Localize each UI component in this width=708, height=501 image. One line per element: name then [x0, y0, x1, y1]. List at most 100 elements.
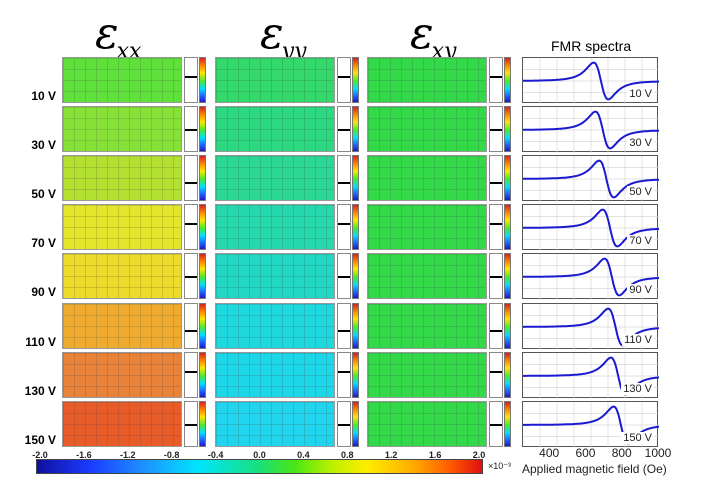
histogram-peak — [185, 76, 197, 78]
histogram-peak — [185, 129, 197, 132]
fmr-title: FMR spectra — [551, 38, 632, 54]
fmr-series-label: 110 V — [622, 333, 654, 346]
histogram-eyy — [337, 302, 351, 349]
strain-map-exy — [367, 155, 487, 202]
panel-colorbar-exy — [504, 400, 511, 447]
fmr-series-label: 150 V — [621, 431, 654, 444]
histogram-exx — [184, 57, 198, 103]
strain-map-exy — [367, 204, 487, 251]
fmr-spectrum-panel: 150 V — [522, 400, 659, 448]
strain-map-exy — [367, 253, 487, 300]
strain-map-exx — [62, 57, 182, 103]
strain-map-exx — [62, 106, 182, 153]
fmr-plot — [523, 156, 659, 203]
histogram-exy — [489, 351, 503, 398]
voltage-label: 90 V — [31, 285, 56, 300]
panel-colorbar-exx — [199, 57, 206, 103]
histogram-exy — [489, 400, 503, 447]
histogram-peak — [338, 182, 350, 185]
fmr-series-line — [523, 110, 659, 150]
strain-unit: ×10⁻³ — [488, 461, 512, 471]
fmr-plot — [523, 205, 659, 252]
histogram-peak — [185, 329, 197, 332]
colorbar-tick-label: 0.0 — [253, 450, 266, 460]
histogram-eyy — [337, 155, 351, 202]
histogram-eyy — [337, 351, 351, 398]
strain-map-exx — [62, 400, 182, 447]
colorbar-tick-label: -0.8 — [163, 450, 180, 460]
histogram-peak — [338, 370, 350, 373]
strain-map-eyy — [215, 302, 335, 349]
strain-map-exy — [367, 57, 487, 103]
histogram-exx — [184, 400, 198, 447]
histogram-peak — [338, 329, 350, 332]
panel-colorbar-eyy — [352, 302, 359, 349]
histogram-peak — [185, 276, 197, 279]
histogram-exy — [489, 253, 503, 300]
colorbar-tick-label: 1.6 — [428, 450, 442, 460]
histogram-exx — [184, 204, 198, 251]
panel-colorbar-exy — [504, 155, 511, 202]
histogram-peak — [338, 423, 350, 426]
colorbar-tick-label: 0.8 — [341, 450, 354, 460]
strain-map-exy — [367, 302, 487, 349]
strain-map-exx — [62, 253, 182, 300]
voltage-label: 50 V — [31, 187, 56, 202]
fmr-series-line — [523, 61, 659, 101]
panel-colorbar-eyy — [352, 253, 359, 300]
fmr-series-label: 50 V — [627, 186, 654, 199]
fmr-series-line — [523, 307, 659, 346]
panel-colorbar-eyy — [352, 204, 359, 251]
colorbar-tick-label: -1.6 — [76, 450, 92, 460]
histogram-peak — [490, 223, 502, 226]
panel-colorbar-eyy — [352, 400, 359, 447]
strain-map-eyy — [215, 155, 335, 202]
panel-colorbar-exx — [199, 204, 206, 251]
fmr-series-label: 10 V — [627, 88, 654, 100]
strain-colorbar — [36, 459, 483, 474]
histogram-exx — [184, 302, 198, 349]
colorbar-tick-label: -0.4 — [207, 450, 224, 460]
histogram-eyy — [337, 204, 351, 251]
strain-map-eyy — [215, 106, 335, 153]
strain-map-exx — [62, 204, 182, 251]
histogram-peak — [338, 276, 350, 279]
histogram-peak — [185, 182, 197, 185]
colorbar-tick-label: 1.2 — [384, 450, 398, 460]
histogram-exx — [184, 106, 198, 153]
fmr-x-tick: 400 — [539, 446, 560, 460]
panel-colorbar-exy — [504, 351, 511, 398]
strain-map-exy — [367, 400, 487, 447]
fmr-x-tick: 800 — [611, 446, 632, 460]
fmr-spectrum-panel: 90 V — [522, 253, 659, 301]
panel-colorbar-exx — [199, 106, 206, 153]
histogram-eyy — [337, 253, 351, 300]
histogram-exy — [489, 57, 503, 103]
strain-map-exy — [367, 106, 487, 153]
fmr-series-line — [523, 208, 659, 248]
colorbar-tick-label: 2.0 — [472, 450, 486, 460]
panel-colorbar-eyy — [352, 351, 359, 398]
strain-map-eyy — [215, 204, 335, 251]
panel-colorbar-eyy — [352, 106, 359, 153]
fmr-x-label: Applied magnetic field (Oe) — [522, 462, 667, 476]
voltage-label: 30 V — [31, 138, 56, 153]
panel-colorbar-exy — [504, 106, 511, 153]
fmr-x-tick: 1000 — [644, 446, 672, 460]
histogram-peak — [490, 370, 502, 373]
panel-colorbar-exy — [504, 302, 511, 349]
histogram-exx — [184, 253, 198, 300]
histogram-exx — [184, 351, 198, 398]
strain-map-exx — [62, 351, 182, 398]
histogram-peak — [490, 276, 502, 279]
fmr-series-label: 70 V — [627, 235, 654, 248]
panel-colorbar-exx — [199, 400, 206, 447]
fmr-series-label: 130 V — [621, 382, 654, 395]
histogram-peak — [185, 370, 197, 373]
histogram-peak — [185, 423, 197, 426]
fmr-spectrum-panel: 50 V — [522, 155, 659, 203]
voltage-label: 130 V — [24, 383, 56, 398]
strain-map-eyy — [215, 400, 335, 447]
voltage-label: 70 V — [31, 236, 56, 251]
strain-map-eyy — [215, 253, 335, 300]
